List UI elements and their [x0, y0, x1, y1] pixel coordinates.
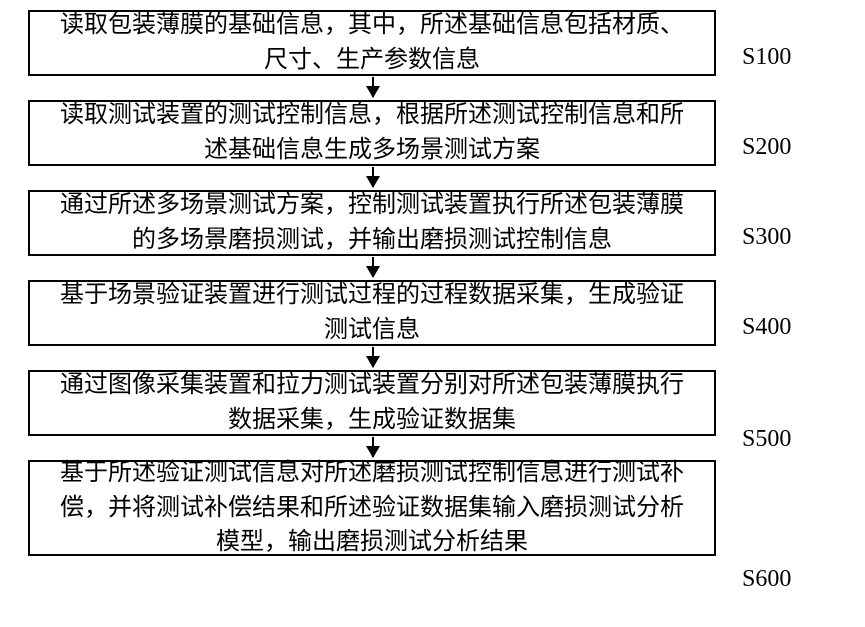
flow-step-s500: 通过图像采集装置和拉力测试装置分别对所述包装薄膜执行数据采集，生成验证数据集	[28, 370, 716, 436]
flow-step-text: 基于所述验证测试信息对所述磨损测试控制信息进行测试补偿，并将测试补偿结果和所述验…	[54, 456, 690, 560]
flow-arrow	[372, 347, 374, 367]
flow-step-label-s500: S500	[742, 426, 791, 453]
flow-step-s600: 基于所述验证测试信息对所述磨损测试控制信息进行测试补偿，并将测试补偿结果和所述验…	[28, 460, 716, 556]
flow-arrow	[372, 257, 374, 277]
flow-step-label-s200: S200	[742, 134, 791, 161]
flow-step-text: 读取包装薄膜的基础信息，其中，所述基础信息包括材质、尺寸、生产参数信息	[54, 8, 690, 78]
flowchart-canvas: 读取包装薄膜的基础信息，其中，所述基础信息包括材质、尺寸、生产参数信息 S100…	[0, 0, 865, 627]
flow-arrow	[372, 77, 374, 97]
flow-arrow	[372, 437, 374, 457]
flow-arrow	[372, 167, 374, 187]
flow-step-s400: 基于场景验证装置进行测试过程的过程数据采集，生成验证测试信息	[28, 280, 716, 346]
flow-step-label-s400: S400	[742, 314, 791, 341]
flow-step-s200: 读取测试装置的测试控制信息，根据所述测试控制信息和所述基础信息生成多场景测试方案	[28, 100, 716, 166]
flow-step-text: 基于场景验证装置进行测试过程的过程数据采集，生成验证测试信息	[54, 278, 690, 348]
flow-step-text: 读取测试装置的测试控制信息，根据所述测试控制信息和所述基础信息生成多场景测试方案	[54, 98, 690, 168]
flow-step-text: 通过所述多场景测试方案，控制测试装置执行所述包装薄膜的多场景磨损测试，并输出磨损…	[54, 188, 690, 258]
flow-step-text: 通过图像采集装置和拉力测试装置分别对所述包装薄膜执行数据采集，生成验证数据集	[54, 368, 690, 438]
flow-step-s300: 通过所述多场景测试方案，控制测试装置执行所述包装薄膜的多场景磨损测试，并输出磨损…	[28, 190, 716, 256]
flow-step-label-s300: S300	[742, 224, 791, 251]
flow-step-s100: 读取包装薄膜的基础信息，其中，所述基础信息包括材质、尺寸、生产参数信息	[28, 10, 716, 76]
flow-step-label-s100: S100	[742, 44, 791, 71]
flow-step-label-s600: S600	[742, 566, 791, 593]
